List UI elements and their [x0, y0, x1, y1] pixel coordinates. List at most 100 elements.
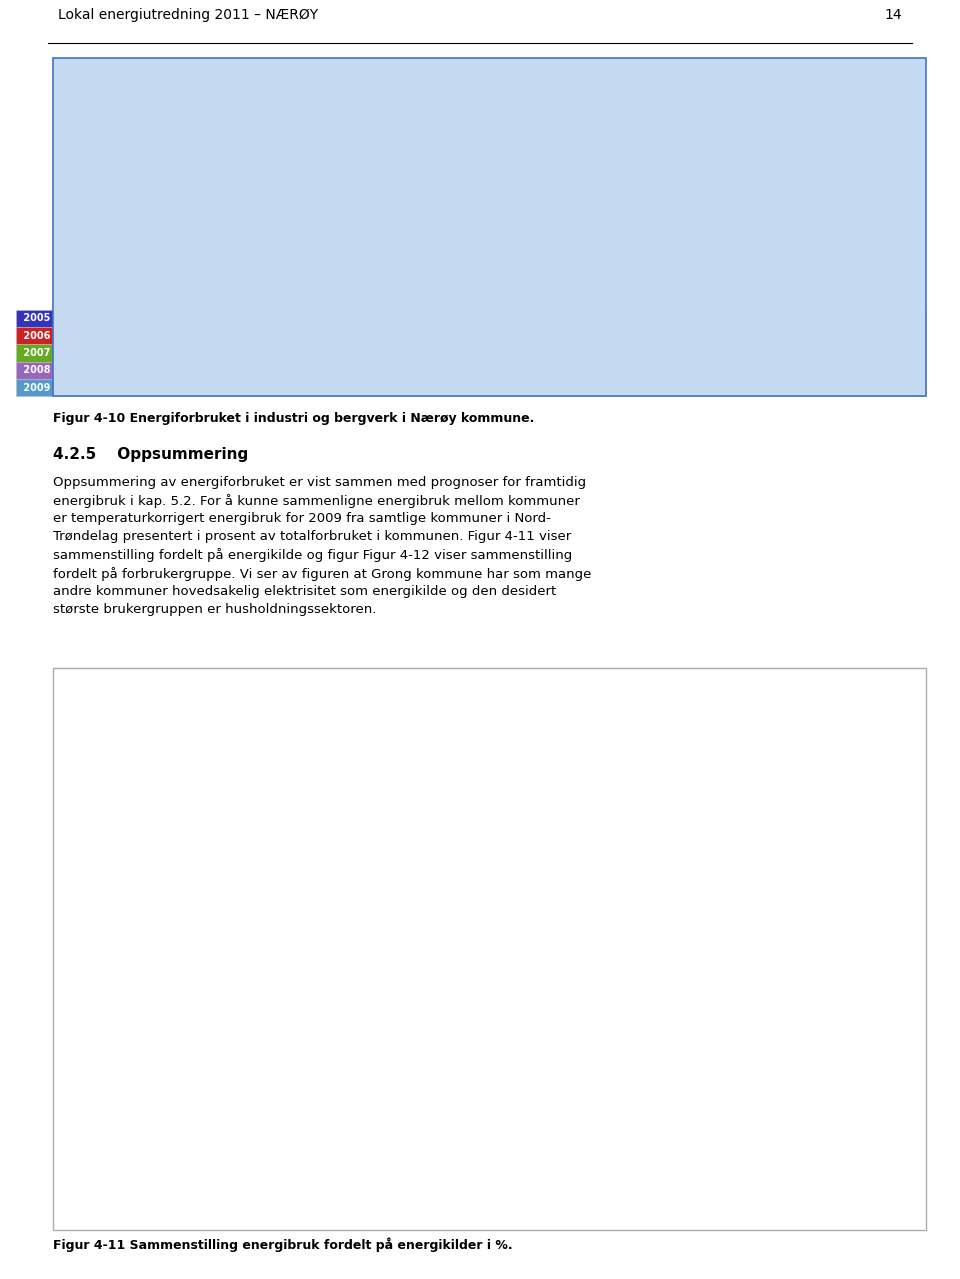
Bar [365, 729, 382, 733]
Bar [571, 749, 588, 829]
Text: 14: 14 [885, 8, 902, 22]
Bar [113, 729, 131, 741]
Bar [457, 749, 474, 829]
Bar [342, 749, 359, 829]
Bar [388, 765, 405, 833]
Bar [685, 927, 703, 1126]
Bar [297, 733, 314, 753]
Y-axis label: %: % [58, 921, 71, 934]
Bar [128, 233, 141, 313]
Bar [411, 829, 428, 1126]
Bar [274, 733, 291, 749]
Bar [639, 729, 657, 733]
Bar [525, 757, 542, 829]
Bar [480, 729, 496, 733]
Bar [639, 749, 657, 829]
Bar [342, 729, 359, 733]
Bar [141, 252, 155, 313]
Bar [571, 729, 588, 733]
Legend: Gass, fyringsolje, Ved, treavfall, Elektrisitet: Gass, fyringsolje, Ved, treavfall, Elekt… [722, 877, 832, 964]
Bar [228, 733, 245, 757]
Bar [480, 840, 496, 1126]
Bar [274, 729, 291, 733]
Bar [251, 729, 268, 733]
Bar [113, 829, 131, 1126]
Bar [274, 749, 291, 829]
Bar [639, 829, 657, 1126]
Bar [274, 829, 291, 1126]
Bar [320, 733, 336, 753]
Y-axis label: Energibruk, GWh: Energibruk, GWh [71, 148, 81, 242]
Bar [480, 733, 496, 753]
Bar [434, 840, 451, 1126]
Bar [251, 733, 268, 749]
Bar [671, 307, 684, 313]
Bar [182, 729, 199, 733]
Bar [662, 757, 680, 833]
Bar [251, 748, 268, 824]
Bar [155, 251, 167, 313]
Bar [617, 804, 634, 1126]
Bar [548, 757, 565, 829]
Bar [388, 729, 405, 733]
Bar [571, 733, 588, 749]
Bar [411, 749, 428, 829]
Bar [320, 829, 336, 1126]
Bar [639, 733, 657, 749]
Title: Industri og bergverk m.v: Industri og bergverk m.v [417, 59, 611, 73]
Bar [159, 753, 177, 833]
Bar [434, 757, 451, 840]
Bar [662, 833, 680, 1126]
Bar [342, 733, 359, 749]
Bar [204, 729, 222, 733]
Text: Oppsummering av energiforbruket er vist sammen med prognoser for framtidig
energ: Oppsummering av energiforbruket er vist … [53, 476, 591, 615]
Bar [685, 804, 703, 927]
Bar [662, 729, 680, 733]
Bar [297, 753, 314, 852]
Bar [548, 729, 565, 733]
Bar [180, 284, 194, 313]
Bar [685, 749, 703, 804]
Bar [204, 829, 222, 1126]
Bar [182, 816, 199, 1126]
Bar [617, 729, 634, 733]
Bar [480, 753, 496, 840]
Bar [136, 829, 154, 1126]
Bar [297, 852, 314, 1126]
Bar [159, 729, 177, 733]
Bar [502, 733, 519, 749]
Text: Lokal energiutredning 2011 – NÆRØY: Lokal energiutredning 2011 – NÆRØY [58, 8, 318, 22]
Bar [159, 833, 177, 1126]
Bar [457, 829, 474, 1126]
Bar [617, 753, 634, 804]
Bar [136, 741, 154, 829]
Bar [297, 729, 314, 733]
Bar [342, 829, 359, 1126]
Bar [228, 757, 245, 943]
Bar [659, 307, 671, 313]
Bar [251, 824, 268, 1126]
Bar [204, 757, 222, 829]
Bar [434, 729, 451, 733]
Bar [365, 749, 382, 829]
Bar [685, 729, 703, 749]
Bar [594, 729, 612, 733]
Bar [502, 729, 519, 733]
Bar [228, 943, 245, 1126]
Bar [320, 729, 336, 733]
Bar [645, 302, 659, 313]
Bar [388, 733, 405, 765]
Bar [525, 829, 542, 1126]
Bar [320, 753, 336, 829]
Bar [388, 833, 405, 1126]
Bar [182, 733, 199, 749]
Bar [159, 733, 177, 753]
Bar [434, 733, 451, 757]
Bar [365, 733, 382, 749]
Bar [457, 733, 474, 749]
Bar [571, 829, 588, 1126]
Bar [617, 733, 634, 753]
Bar [502, 829, 519, 1126]
Bar [594, 757, 612, 844]
Bar [548, 829, 565, 1126]
